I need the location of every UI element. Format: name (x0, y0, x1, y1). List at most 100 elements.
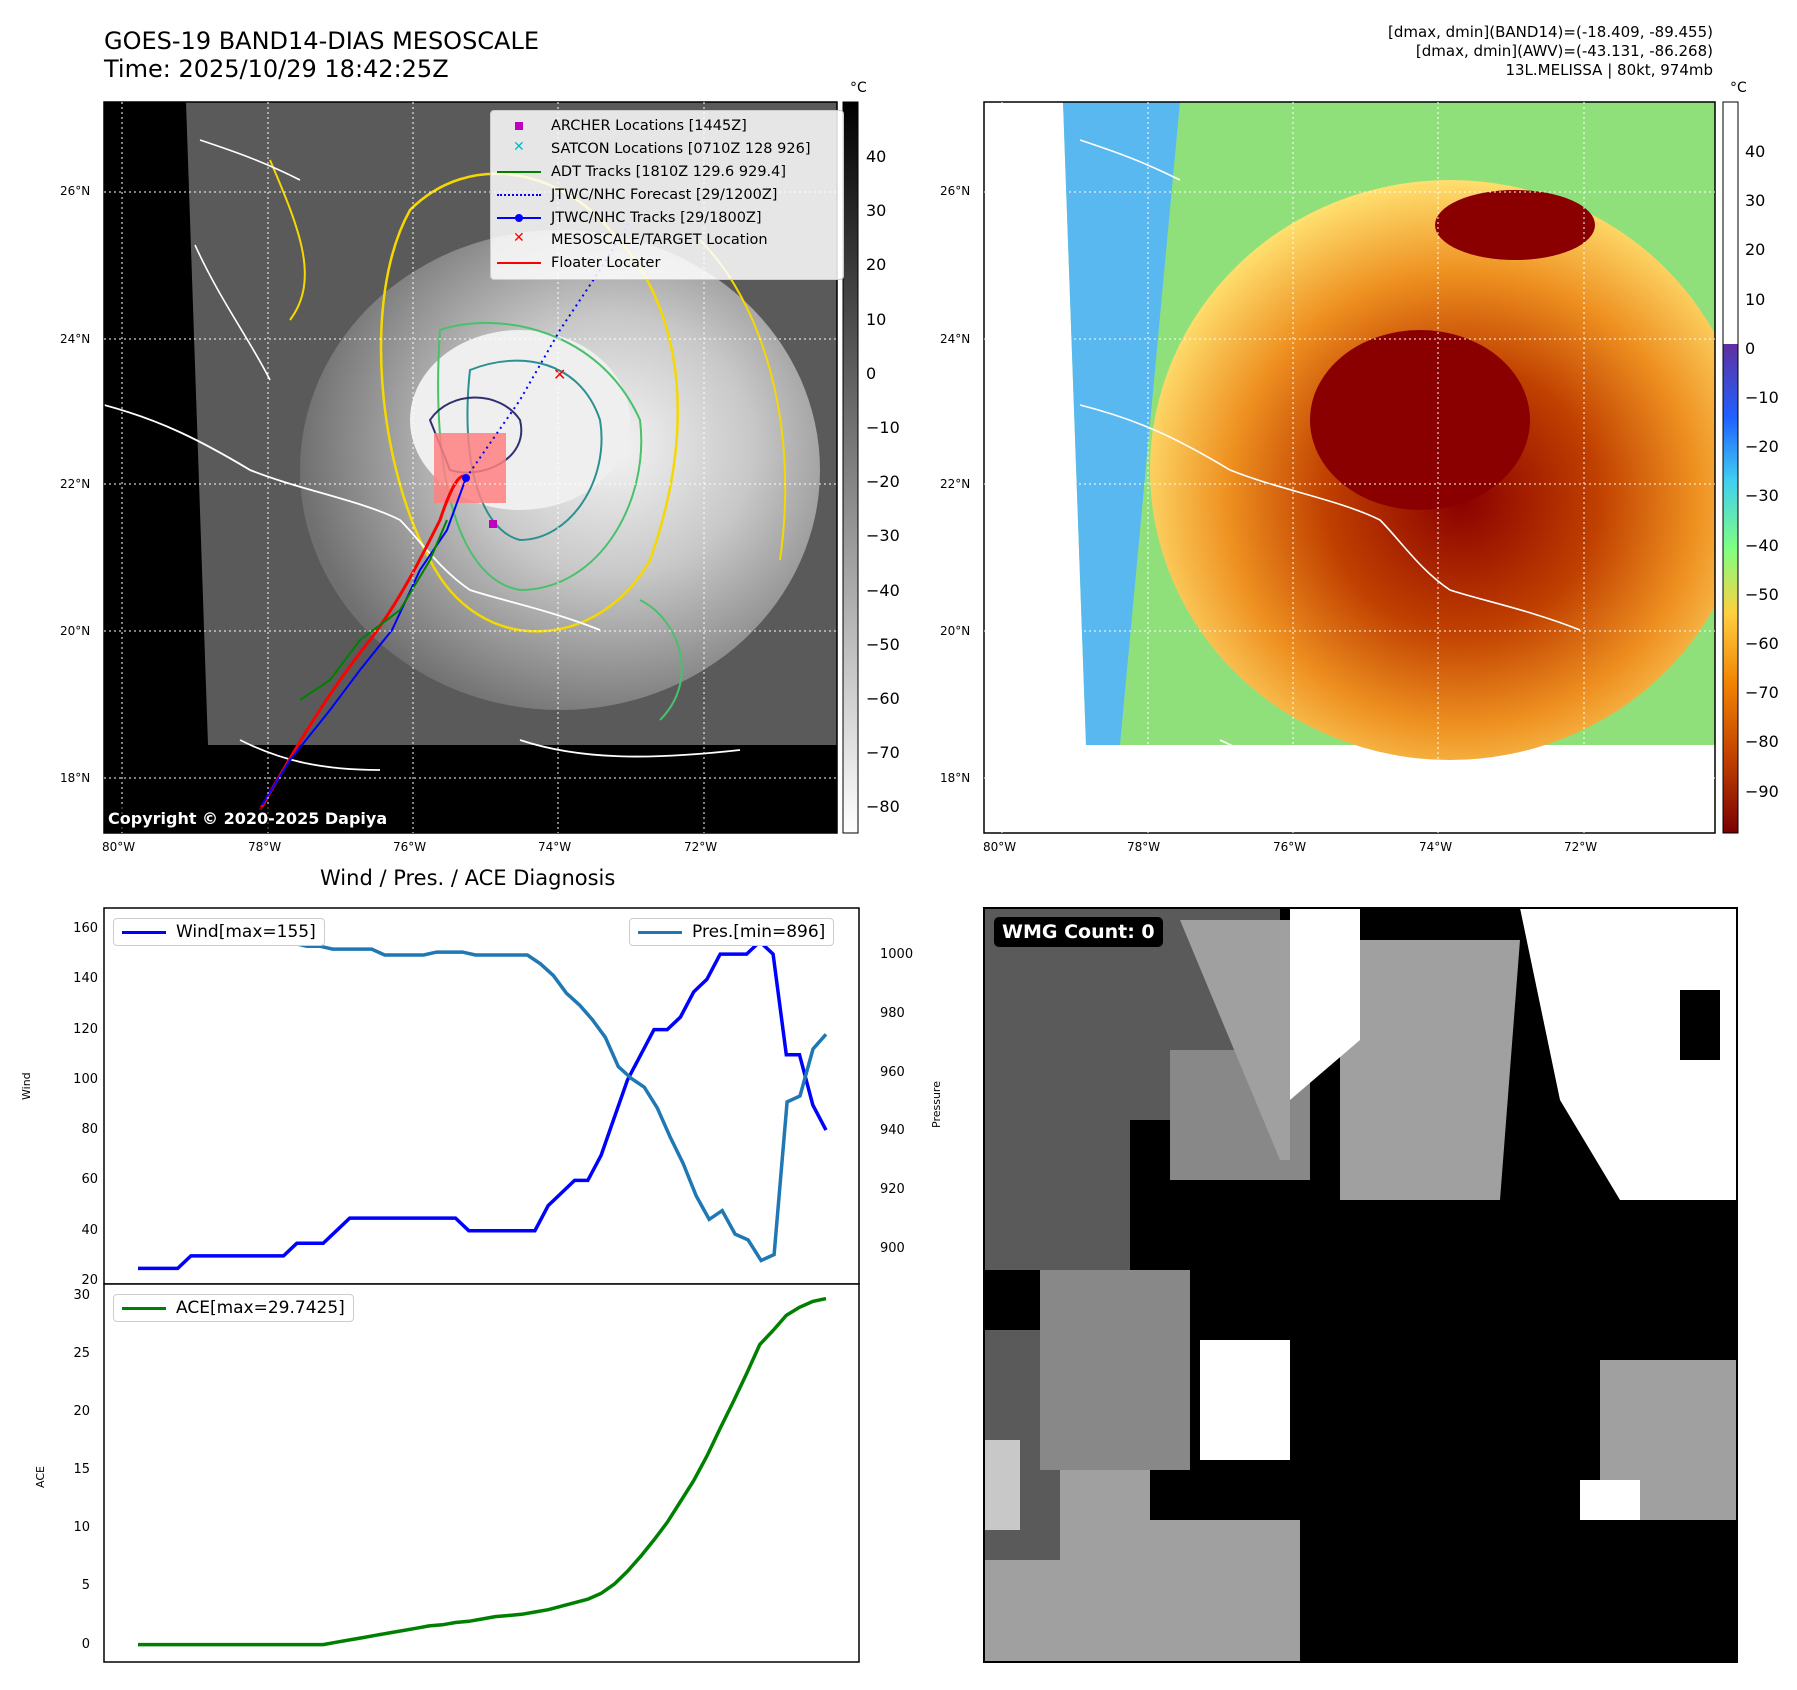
legend-floater: Floater Locater (497, 252, 837, 275)
pressure-axis-tick: 900 (880, 1240, 905, 1256)
lat-tick-1: 26°N (60, 184, 91, 198)
colorbar-ir-tick: 20 (866, 255, 887, 275)
lon-tick-3: 76°W (393, 840, 427, 854)
colorbar-awv-tick: 20 (1745, 240, 1766, 260)
copyright-label: Copyright © 2020-2025 Dapiya (104, 807, 392, 830)
pressure-axis-tick: 940 (880, 1123, 905, 1139)
wind-axis-tick: 140 (73, 971, 98, 987)
lon-tick-r1: 80°W (983, 840, 1017, 854)
chart-title: GOES-19 BAND14-DIAS MESOSCALE (104, 27, 540, 55)
line-marker-icon (497, 256, 541, 270)
wmg-panel (983, 907, 1738, 1663)
lon-tick-2: 78°W (248, 840, 282, 854)
wind-legend: Wind[max=155] (113, 918, 325, 946)
awv-map (984, 102, 1715, 833)
colorbar-ir-tick: 0 (866, 363, 877, 383)
line-dot-icon (497, 211, 541, 225)
lon-tick-1: 80°W (102, 840, 136, 854)
colorbar-awv-tick: −30 (1745, 486, 1779, 506)
dmax-awv: [dmax, dmin](AWV)=(-43.131, -86.268) (1415, 42, 1713, 60)
colorbar-ir-unit: °C (850, 80, 867, 96)
wind-axis-tick: 80 (81, 1122, 98, 1138)
legend-satcon: ✕ SATCON Locations [0710Z 128 926] (497, 138, 837, 161)
wind-axis-label: Wind (20, 1072, 33, 1100)
colorbar-ir-tick: −10 (866, 418, 900, 437)
line-marker-icon (122, 1306, 166, 1310)
colorbar-awv-tick: 30 (1745, 191, 1766, 211)
ace-axis-tick: 20 (73, 1403, 90, 1419)
ace-panel (103, 1283, 860, 1663)
colorbar-ir-tick: −60 (866, 689, 900, 708)
lat-tick-r4: 20°N (940, 624, 971, 638)
colorbar-ir-tick: 10 (866, 309, 887, 329)
lat-tick-r2: 24°N (940, 332, 971, 346)
dotted-line-icon (497, 188, 541, 202)
lat-tick-r3: 22°N (940, 477, 971, 491)
wind-axis-tick: 160 (73, 921, 98, 936)
pressure-axis-label: Pressure (930, 1081, 943, 1128)
pressure-axis-tick: 920 (880, 1182, 905, 1197)
colorbar-ir-tick: 40 (866, 147, 887, 166)
wind-axis-tick: 20 (81, 1273, 98, 1288)
colorbar-awv-tick: −40 (1745, 535, 1779, 555)
colorbar-ir (842, 101, 859, 834)
colorbar-awv-tick: −50 (1745, 584, 1779, 604)
ace-axis-tick: 10 (73, 1520, 90, 1536)
lon-tick-r5: 72°W (1564, 840, 1598, 854)
colorbar-awv-tick: 10 (1745, 289, 1766, 309)
colorbar-ir-tick: −70 (866, 743, 900, 763)
colorbar-awv-tick: −10 (1745, 388, 1779, 407)
line-marker-icon (638, 930, 682, 934)
pressure-legend: Pres.[min=896] (629, 918, 835, 946)
colorbar-ir-tick: −20 (866, 472, 900, 492)
ace-axis-tick: 25 (73, 1345, 90, 1361)
lat-tick-2: 24°N (60, 332, 91, 346)
colorbar-ir-tick: −40 (866, 580, 900, 600)
wind-axis-tick: 60 (81, 1172, 98, 1188)
colorbar-awv-tick: 40 (1745, 142, 1766, 161)
storm-info: 13L.MELISSA | 80kt, 974mb (1505, 61, 1713, 79)
ace-axis-tick: 15 (73, 1462, 90, 1478)
ace-axis-tick: 30 (73, 1287, 90, 1303)
legend-archer: ARCHER Locations [1445Z] (497, 115, 837, 138)
pressure-axis-tick: 980 (880, 1005, 905, 1021)
x-marker-icon: ✕ (513, 139, 525, 156)
lon-tick-r3: 76°W (1273, 840, 1307, 854)
colorbar-ir-tick: −30 (866, 526, 900, 546)
lat-tick-5: 18°N (60, 771, 91, 785)
legend-forecast: JTWC/NHC Forecast [29/1200Z] (497, 183, 837, 206)
chart-time: Time: 2025/10/29 18:42:25Z (104, 55, 449, 83)
colorbar-awv (1722, 101, 1739, 834)
lon-tick-r4: 74°W (1419, 840, 1453, 854)
colorbar-ir-tick: 30 (866, 201, 887, 221)
colorbar-awv-tick: −60 (1745, 634, 1779, 653)
x-marker-icon: ✕ (513, 230, 525, 247)
ace-axis-tick: 5 (81, 1578, 90, 1594)
legend-tracks: JTWC/NHC Tracks [29/1800Z] (497, 206, 837, 229)
map-legend: ARCHER Locations [1445Z] ✕ SATCON Locatio… (490, 110, 844, 280)
lat-tick-3: 22°N (60, 477, 91, 491)
lon-tick-5: 72°W (684, 840, 718, 854)
lat-tick-r1: 26°N (940, 184, 971, 198)
colorbar-ir-tick: −50 (866, 634, 900, 654)
colorbar-awv-tick: −80 (1745, 732, 1779, 752)
colorbar-awv-tick: −20 (1745, 437, 1779, 457)
lat-tick-r5: 18°N (940, 771, 971, 785)
colorbar-awv-tick: −70 (1745, 683, 1779, 703)
lon-tick-4: 74°W (538, 840, 572, 854)
lon-tick-r2: 78°W (1127, 840, 1161, 854)
svg-text:✕: ✕ (553, 365, 566, 384)
line-marker-icon (122, 930, 166, 934)
lat-tick-4: 20°N (60, 624, 91, 638)
square-marker-icon (497, 119, 541, 133)
wind-pres-panel (103, 907, 860, 1285)
dmax-band14: [dmax, dmin](BAND14)=(-18.409, -89.455) (1388, 23, 1713, 41)
line-marker-icon (497, 165, 541, 179)
colorbar-awv-unit: °C (1730, 80, 1747, 96)
wind-axis-tick: 40 (81, 1222, 98, 1238)
wind-axis-tick: 120 (73, 1021, 98, 1037)
pressure-axis-tick: 1000 (880, 947, 914, 962)
colorbar-awv-tick: 0 (1745, 338, 1756, 358)
ace-axis-tick: 0 (81, 1636, 90, 1652)
